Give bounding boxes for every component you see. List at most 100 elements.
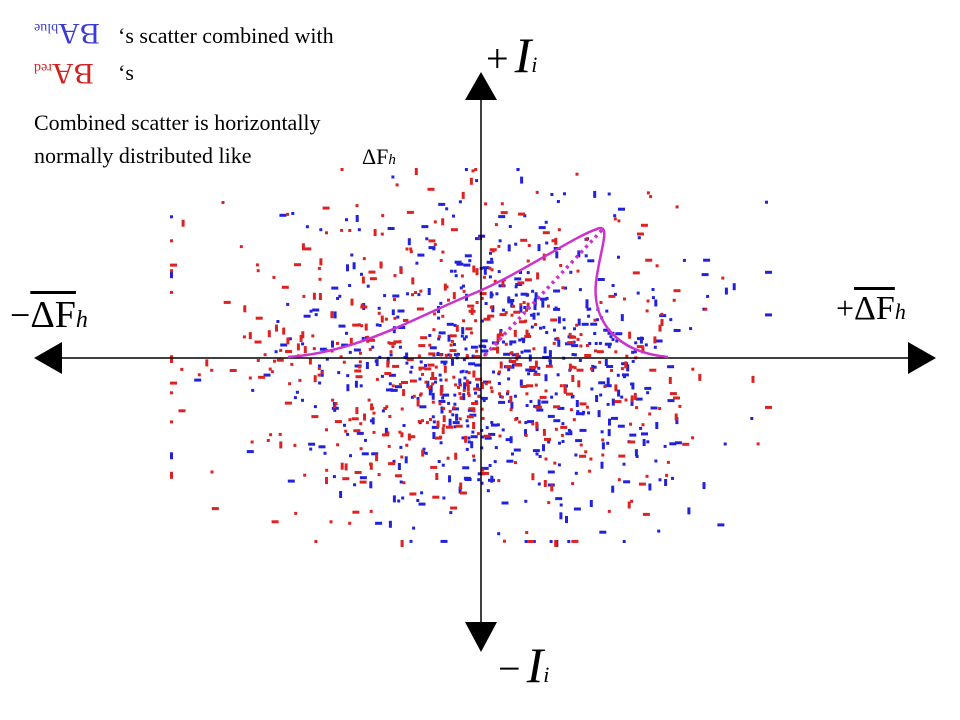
red-scatter-point [273, 359, 276, 363]
blue-scatter-point [634, 449, 638, 457]
blue-scatter-point [508, 225, 512, 228]
blue-scatter-point [318, 381, 322, 385]
red-scatter-point [452, 406, 456, 410]
red-scatter-point [402, 481, 406, 485]
red-scatter-point [239, 245, 243, 249]
red-scatter-point [386, 431, 390, 435]
red-scatter-point [256, 269, 260, 273]
arrow-up-icon [465, 72, 497, 100]
red-scatter-point [568, 363, 572, 371]
red-scatter-point [520, 385, 528, 388]
blue-scatter-point [611, 284, 615, 287]
red-scatter-point [256, 359, 260, 362]
red-scatter-point [620, 367, 624, 371]
red-scatter-point [608, 294, 616, 298]
blue-scatter-point [453, 353, 457, 357]
red-scatter-point [673, 289, 681, 293]
red-scatter-point [568, 332, 572, 336]
red-scatter-point [525, 308, 528, 312]
red-scatter-point [431, 372, 435, 379]
red-scatter-point [369, 509, 373, 513]
red-scatter-point [535, 421, 539, 429]
red-scatter-point [424, 367, 432, 371]
red-scatter-point [428, 352, 436, 356]
blue-scatter-point [702, 482, 706, 490]
blue-scatter-point [464, 478, 472, 481]
red-scatter-point [386, 360, 390, 368]
blue-scatter-point [575, 412, 583, 416]
blue-scatter-point [631, 350, 635, 354]
red-scatter-point [490, 268, 494, 272]
red-scatter-point [576, 337, 580, 341]
blue-scatter-point [655, 422, 659, 429]
red-scatter-point [539, 395, 547, 399]
blue-scatter-point [498, 400, 506, 404]
blue-scatter-point [345, 218, 348, 222]
red-scatter-point [325, 477, 328, 484]
red-scatter-point [398, 430, 402, 434]
blue-scatter-point [380, 374, 384, 378]
red-scatter-point [483, 317, 491, 321]
red-scatter-point [387, 341, 391, 345]
blue-scatter-point [498, 239, 502, 243]
blue-scatter-point [667, 399, 675, 403]
blue-scatter-point [170, 452, 173, 460]
red-scatter-point [221, 201, 225, 204]
red-scatter-point [497, 244, 501, 248]
red-scatter-point [584, 450, 588, 454]
blue-scatter-point [557, 339, 561, 347]
red-scatter-point [594, 349, 597, 353]
blue-scatter-point [325, 357, 329, 361]
red-scatter-point [642, 512, 650, 516]
red-scatter-point [673, 396, 680, 400]
blue-scatter-point [601, 442, 605, 450]
blue-scatter-point [547, 440, 551, 444]
red-scatter-point [506, 390, 510, 394]
blue-scatter-point [635, 397, 643, 401]
red-scatter-point [544, 457, 548, 461]
red-scatter-point [579, 454, 587, 458]
red-scatter-point [517, 281, 525, 285]
blue-scatter-point [478, 344, 486, 348]
blue-scatter-point [524, 421, 528, 425]
blue-scatter-point [576, 410, 580, 414]
red-scatter-point [342, 360, 346, 364]
red-scatter-point [375, 454, 379, 462]
red-scatter-point [382, 433, 390, 437]
blue-scatter-point [388, 382, 392, 386]
blue-scatter-point [448, 475, 451, 483]
label-minus-i: − Ii [498, 640, 549, 690]
red-scatter-point [178, 409, 186, 413]
blue-scatter-point [468, 381, 472, 385]
blue-scatter-point [598, 381, 606, 385]
red-scatter-point [393, 274, 397, 278]
red-scatter-point [482, 471, 489, 475]
blue-scatter-point [598, 341, 602, 345]
blue-scatter-point [613, 292, 617, 296]
blue-scatter-point [407, 238, 411, 246]
red-scatter-point [377, 473, 381, 477]
blue-scatter-point [397, 499, 401, 503]
red-scatter-point [439, 435, 443, 439]
blue-scatter-point [509, 340, 517, 344]
red-scatter-point [281, 285, 289, 289]
red-scatter-point [367, 398, 371, 402]
red-scatter-point [401, 381, 408, 384]
red-scatter-point [301, 243, 305, 251]
red-scatter-point [435, 473, 439, 480]
red-scatter-point [481, 416, 485, 420]
red-scatter-point [293, 443, 297, 447]
blue-scatter-point [359, 476, 367, 480]
red-scatter-point [628, 440, 636, 444]
red-scatter-point [361, 276, 365, 284]
red-scatter-point [509, 395, 513, 403]
red-scatter-point [585, 344, 589, 347]
red-scatter-point [499, 313, 507, 317]
blue-scatter-point [428, 388, 432, 396]
red-scatter-point [405, 318, 409, 322]
blue-scatter-point [667, 365, 675, 369]
blue-scatter-point [314, 313, 318, 317]
red-scatter-point [325, 231, 328, 235]
red-scatter-point [499, 331, 502, 335]
red-scatter-point [250, 440, 254, 444]
